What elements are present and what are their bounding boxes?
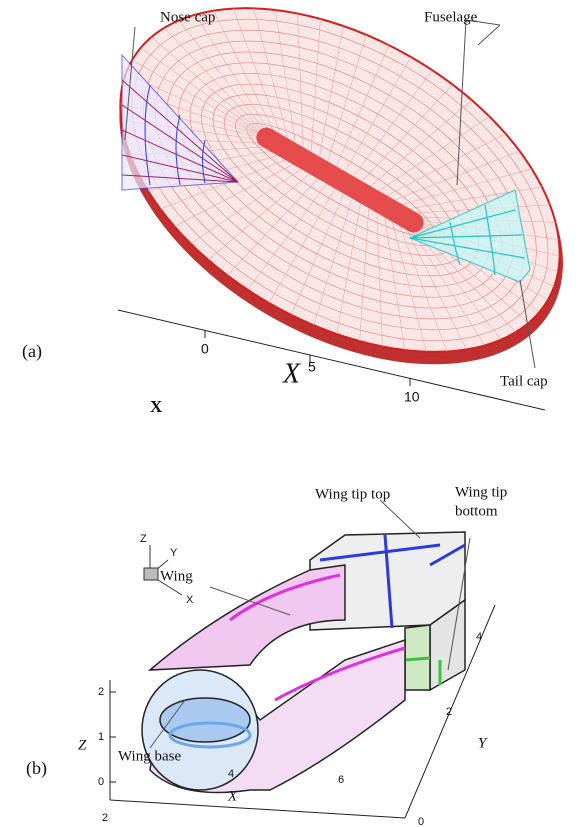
y-tick-label: 0 [418, 816, 424, 827]
x-axis-title: X [227, 788, 238, 804]
callout-fuselage: Fuselage [424, 9, 478, 25]
z-axis-title: Z [78, 737, 87, 753]
tick-label: 0 [201, 341, 209, 357]
callout-wing-tip-bottom: bottom [455, 503, 498, 519]
callout-wing-base: Wing base [118, 748, 181, 764]
callout-wing: Wing [160, 568, 193, 584]
panel-b: Z Y X Wing Wi [26, 484, 507, 827]
callout-tail-cap: Tail cap [500, 373, 548, 389]
x-tick-label: 4 [228, 768, 234, 780]
panel-a: Nose cap Fuselage Tail cap (a) X X 0 5 1… [22, 0, 581, 437]
callout-nose-cap: Nose cap [160, 9, 215, 25]
panel-label: (a) [22, 341, 42, 362]
z-tick-label: 0 [98, 776, 104, 788]
callout-wing-tip-top: Wing tip top [315, 486, 390, 502]
triad-y: Y [170, 547, 178, 559]
panel-label: (b) [26, 758, 47, 779]
x-tick-label: 2 [102, 812, 108, 824]
tick-label: 10 [404, 389, 420, 405]
z-tick-label: 1 [98, 731, 104, 743]
figure: Nose cap Fuselage Tail cap (a) X X 0 5 1… [0, 0, 581, 827]
side-label: X [150, 397, 163, 416]
x-tick-label: 6 [338, 774, 344, 786]
triad-x: X [186, 594, 194, 606]
triad-z: Z [140, 533, 147, 545]
axis-title: X [282, 358, 301, 389]
y-tick-label: 4 [476, 631, 482, 643]
y-tick-label: 2 [446, 706, 452, 718]
tick-label: 5 [308, 359, 316, 375]
z-tick-label: 2 [98, 686, 104, 698]
callout-wing-tip-bottom: Wing tip [455, 484, 507, 500]
y-axis-title: Y [478, 735, 488, 751]
